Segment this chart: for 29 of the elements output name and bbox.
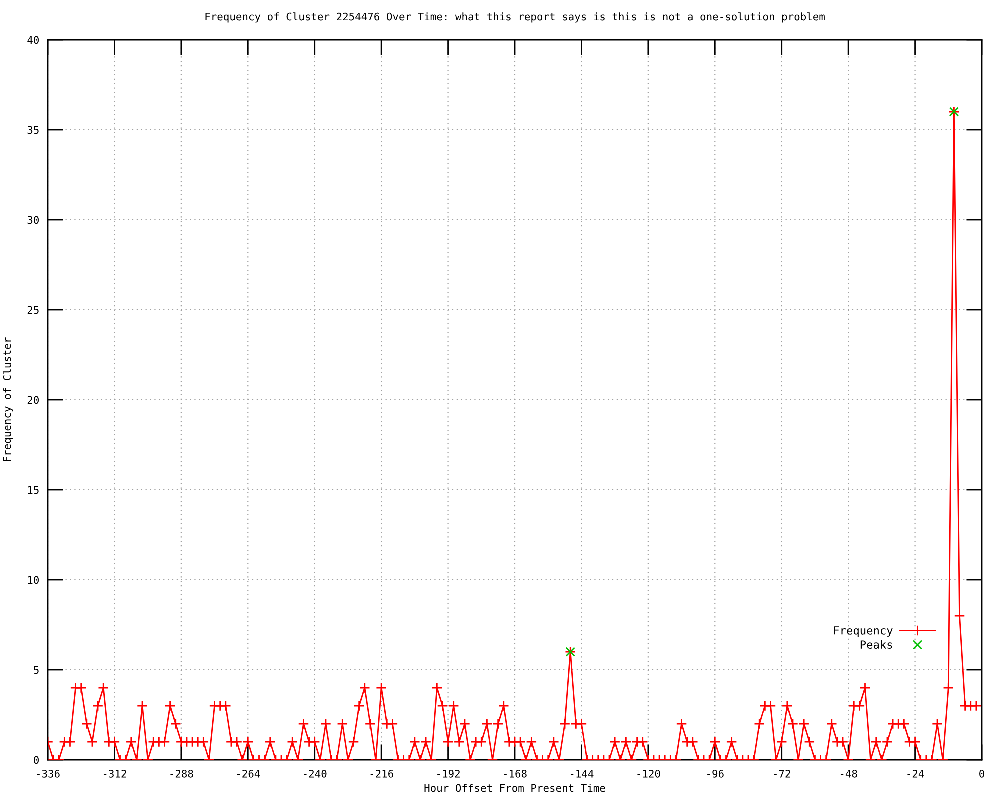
y-tick-label: 30: [28, 216, 39, 224]
y-tick-label: 40: [28, 36, 39, 44]
x-tick-label: -240: [304, 770, 327, 778]
x-tick-label: -72: [774, 770, 790, 778]
x-axis-title: Hour Offset From Present Time: [424, 784, 606, 792]
x-tick-label: -24: [908, 770, 924, 778]
x-tick-label: -168: [504, 770, 527, 778]
x-tick-label: -336: [37, 770, 60, 778]
x-tick-label: -144: [570, 770, 594, 778]
x-tick-label: -192: [438, 770, 460, 778]
x-tick-label: -120: [638, 770, 660, 778]
y-tick-label: 20: [28, 396, 39, 404]
x-tick-label: -48: [840, 770, 858, 778]
x-tick-label: -264: [237, 770, 260, 778]
y-tick-label: 5: [34, 666, 39, 674]
x-tick-label: -216: [370, 770, 394, 778]
legend-label: Peaks: [860, 640, 892, 650]
x-tick-label: -96: [708, 770, 724, 778]
y-tick-label: 0: [34, 756, 39, 764]
y-tick-label: 10: [28, 576, 39, 584]
x-tick-label: -312: [104, 770, 126, 778]
y-tick-label: 35: [28, 126, 39, 134]
y-tick-label: 25: [28, 306, 39, 314]
legend-label: Frequency: [834, 626, 893, 638]
chart-title: Frequency of Cluster 2254476 Over Time: what this report says is this is not a one-solution problem: [206, 12, 825, 23]
x-tick-label: -288: [170, 770, 194, 778]
x-tick-label: 0: [980, 770, 984, 778]
y-axis-title: Frequency of Cluster: [3, 338, 14, 462]
y-tick-label: 15: [28, 486, 39, 494]
